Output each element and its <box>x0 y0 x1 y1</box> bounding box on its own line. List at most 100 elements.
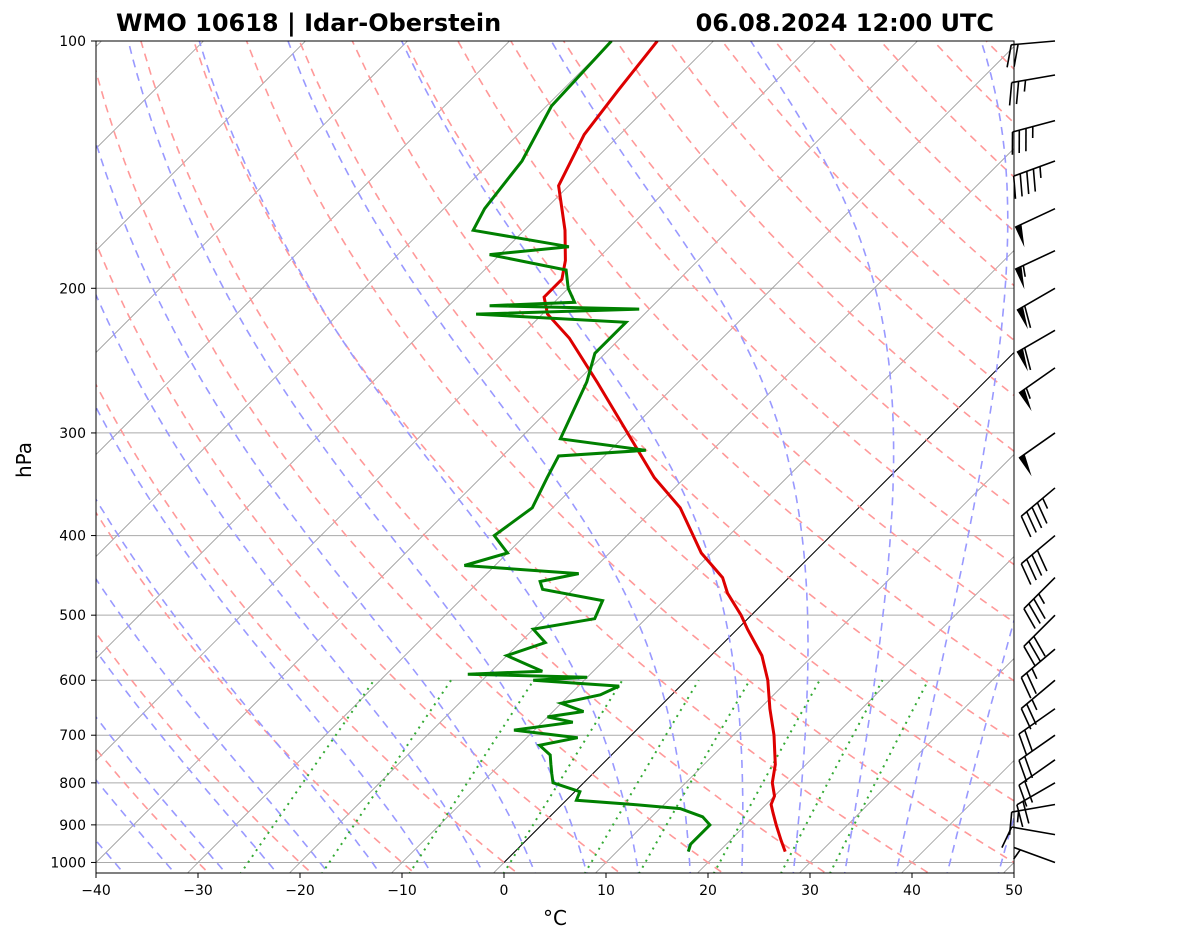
moist-adiabat-line <box>550 41 809 873</box>
x-tick-label: 50 <box>1005 883 1023 899</box>
y-tick-label: 100 <box>59 34 86 50</box>
wind-barb <box>1018 367 1056 412</box>
wind-barb <box>1023 614 1056 667</box>
x-tick-label: 30 <box>801 883 819 899</box>
y-tick-label: 300 <box>59 426 86 442</box>
dry-adiabat-line <box>404 41 1014 682</box>
profile-lines <box>463 41 787 853</box>
dry-adiabat-line <box>96 631 313 873</box>
y-tick-label: 400 <box>59 529 86 545</box>
wind-barb <box>1018 759 1056 807</box>
dry-adiabat-line <box>351 41 1014 742</box>
wind-barb <box>1016 287 1056 330</box>
wind-barb <box>1014 249 1056 290</box>
plot-frame <box>95 40 1015 874</box>
wind-barb <box>1020 487 1056 538</box>
moist-adiabat-line <box>895 41 1009 873</box>
isotherm-line <box>696 555 1014 873</box>
wind-barb <box>1013 846 1056 864</box>
chart-title-station: WMO 10618 | Idar-Oberstein <box>116 9 501 37</box>
moist-adiabat-line <box>96 140 536 873</box>
moist-adiabat-line <box>96 292 485 873</box>
wind-barb <box>1008 74 1056 106</box>
mixing-ratio-line <box>583 679 700 873</box>
y-tick-label: 200 <box>59 281 86 297</box>
isotherm-line <box>96 41 613 558</box>
isotherm-line <box>96 41 409 354</box>
dry-adiabat-line <box>457 41 1014 624</box>
isotherm-line <box>96 41 817 762</box>
wind-barb <box>1018 432 1056 477</box>
wind-barb <box>1016 782 1056 828</box>
temperature-profile-line <box>542 41 787 853</box>
wind-barb <box>1020 534 1056 585</box>
wind-barb <box>1012 160 1056 199</box>
isotherm-line <box>798 657 1014 873</box>
isotherm-line <box>288 147 1014 873</box>
wind-barb <box>1020 648 1056 699</box>
dry-adiabat-line <box>193 41 931 873</box>
y-tick-label: 800 <box>59 776 86 792</box>
x-tick-label: −40 <box>81 883 111 899</box>
wind-barb <box>1023 577 1056 629</box>
wind-barb <box>1020 679 1056 730</box>
moist-adiabat-line <box>749 41 895 873</box>
isotherm-line <box>96 41 715 660</box>
moist-adiabat-line <box>96 778 176 873</box>
y-tick-label: 1000 <box>50 855 86 871</box>
dry-adiabat-line <box>298 41 1014 802</box>
dry-adiabat-line <box>245 41 1014 864</box>
mixing-ratio-line <box>780 679 884 873</box>
dry-adiabat-line <box>96 511 416 873</box>
x-tick-label: 0 <box>500 883 509 899</box>
wind-barb <box>1006 40 1056 68</box>
x-tick-label: −30 <box>183 883 213 899</box>
y-axis: 1000 900 800 700 600 500 400 300 200 100 <box>50 34 96 871</box>
wind-barb <box>1014 207 1056 248</box>
x-tick-label: −10 <box>387 883 417 899</box>
x-axis: −40 −30 −20 −10 0 10 20 30 40 50 <box>81 873 1023 899</box>
background-lines <box>96 41 1014 873</box>
isotherm-line <box>390 249 1014 873</box>
dry-adiabat-line <box>668 41 1014 397</box>
moist-adiabat-line <box>96 405 433 873</box>
moist-adiabat-line <box>96 577 330 873</box>
moist-adiabat-line <box>96 497 381 873</box>
dry-adiabat-line <box>96 240 622 873</box>
moist-adiabat-line <box>96 715 227 873</box>
wind-barb <box>1018 734 1056 783</box>
moist-adiabat-line <box>96 649 278 873</box>
moist-adiabat-line <box>198 41 640 873</box>
x-tick-label: 20 <box>699 883 717 899</box>
x-tick-label: 40 <box>903 883 921 899</box>
zero-isotherm-line <box>503 351 1014 863</box>
x-tick-label: 10 <box>597 883 615 899</box>
y-tick-label: 900 <box>59 818 86 834</box>
moist-adiabat-line <box>946 617 1014 873</box>
mixing-ratio-line <box>321 679 452 873</box>
moist-adiabat-line <box>997 814 1014 873</box>
y-tick-label: 600 <box>59 673 86 689</box>
dry-adiabat-line <box>562 41 1014 509</box>
mixing-ratio-line <box>638 679 751 873</box>
dry-adiabat-line <box>510 41 1014 566</box>
dry-adiabat-line <box>96 383 519 873</box>
moist-adiabat-line <box>400 41 744 873</box>
isotherm-line <box>96 41 919 864</box>
dry-adiabat-line <box>615 41 1014 453</box>
dry-adiabat-line <box>96 68 725 873</box>
chart-title-datetime: 06.08.2024 12:00 UTC <box>696 9 994 37</box>
wind-barb <box>1016 329 1056 372</box>
wind-barbs <box>1001 40 1056 864</box>
moist-adiabat-line <box>287 41 692 873</box>
wind-barb <box>1018 708 1056 756</box>
x-tick-label: −20 <box>285 883 315 899</box>
dry-adiabat-line <box>140 41 828 873</box>
dewpoint-profile-line <box>463 41 712 853</box>
y-tick-label: 700 <box>59 728 86 744</box>
isotherm-line <box>96 41 511 456</box>
wind-barb <box>1011 119 1056 155</box>
x-axis-label: °C <box>543 906 567 930</box>
y-tick-label: 500 <box>59 608 86 624</box>
